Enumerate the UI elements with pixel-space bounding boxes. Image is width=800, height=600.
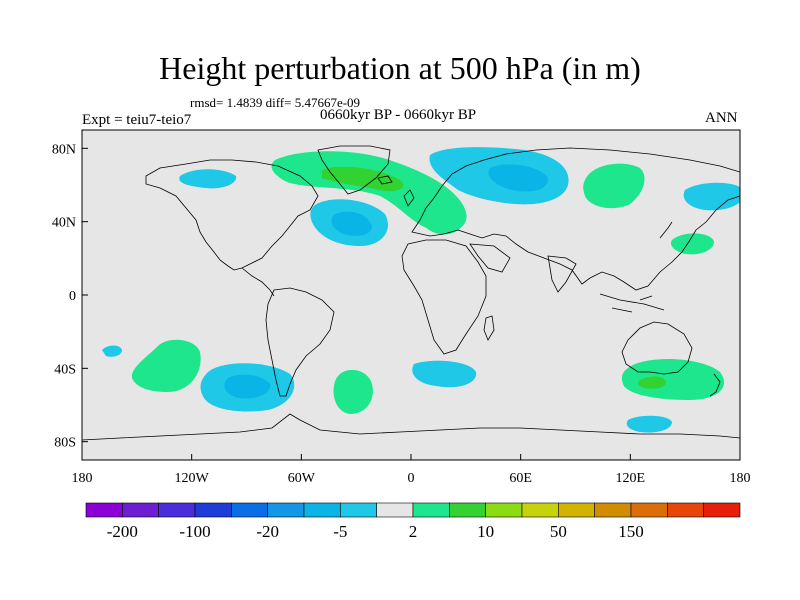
anomaly-russia-core [488,164,549,192]
coastline-iceland [377,175,393,185]
lon-tick-label: 120W [175,471,210,486]
anomaly-westpac-positive [670,233,714,255]
anomaly-layer [102,147,740,433]
lon-tick-label: 0 [408,471,415,486]
colorbar-box [267,502,305,518]
latitude-axis: 80N 40N 0 40S 80S [52,142,88,451]
coastline-antarctica [82,413,740,441]
anomaly-npac-negative [179,169,237,189]
anomaly-saus-core [637,376,666,389]
longitude-axis: 180 120W 60W 0 60E 120E 180 [72,454,751,486]
coastline-north-america [145,159,319,271]
anomaly-sso-negative [626,415,672,433]
colorbar-box [231,502,268,518]
colorbar-box [194,502,232,518]
lat-tick-label: 80N [52,142,76,157]
anomaly-siberia-positive [583,163,645,209]
anomaly-sind-negative [412,360,477,388]
coastline-australia [621,321,693,375]
lon-tick-label: 180 [730,471,751,486]
lon-tick-label: 60E [509,471,532,486]
colorbar-label: -20 [256,522,279,541]
colorbar-label: -5 [333,522,347,541]
colorbar-label: 50 [550,522,567,541]
colorbar-box [594,502,632,518]
colorbar-box [449,502,486,518]
coastline-madagascar [483,315,495,341]
lat-tick-label: 40S [54,362,76,377]
colorbar-box [703,502,741,518]
coastline-japan [659,221,673,239]
colorbar-label: 150 [618,522,644,541]
colorbar-box [485,502,523,518]
anomaly-tropicspac-negative [102,345,122,357]
chart-title: Height perturbation at 500 hPa (in m) [159,50,641,86]
coastline-india [547,255,577,293]
anomaly-natl-core [331,211,372,236]
coastline-eurasia [411,147,740,291]
coastlines [82,145,740,441]
coastline-britain [403,189,415,207]
season-label: ANN [705,110,738,126]
colorbar-box [630,502,668,518]
anomaly-greenland-core [322,166,404,192]
lat-tick-label: 80S [54,436,76,451]
coastline-new-zealand [709,373,721,397]
experiment-label: Expt = teiu7-teio7 [82,112,192,128]
colorbar-label: -200 [107,522,138,541]
anomaly-sepac-core [224,374,271,399]
colorbar-labels: -200 -100 -20 -5 2 10 50 150 [107,522,644,541]
colorbar-box [122,502,159,518]
anomaly-spac-positive [131,339,201,392]
anomaly-europe-positive [417,198,465,235]
colorbar-box [158,502,196,518]
coastline-greenland [317,145,391,195]
lat-tick-label: 40N [52,216,76,231]
colorbar-box [558,502,595,518]
colorbar-box [667,502,704,518]
anomaly-saus-positive [621,359,725,400]
lon-tick-label: 60W [288,471,316,486]
stats-text: rmsd= 1.4839 diff= 5.47667e-09 [190,95,361,110]
colorbar-box [85,502,123,518]
colorbar-label: -100 [179,522,210,541]
period-label: 0660kyr BP - 0660kyr BP [320,107,477,123]
anomaly-npac-east-negative [683,182,740,211]
lon-tick-label: 180 [72,471,93,486]
lat-tick-label: 0 [69,289,76,304]
coastline-indonesia [599,293,665,313]
coastline-arabia [469,243,511,273]
colorbar-label: 2 [409,522,418,541]
lon-tick-label: 120E [616,471,646,486]
coastline-south-america [265,287,335,397]
anomaly-satl-positive [333,369,373,414]
colorbar-box [340,502,377,518]
colorbar-label: 10 [477,522,494,541]
colorbar-box [412,502,450,518]
colorbar-box [376,502,414,518]
colorbar-box [521,502,559,518]
coastline-africa [401,239,487,355]
colorbar [85,502,741,518]
coastline-central-america [241,267,275,297]
colorbar-box [303,502,341,518]
